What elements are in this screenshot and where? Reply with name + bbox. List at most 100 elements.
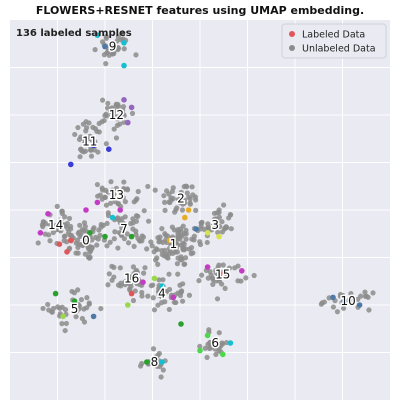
unlabeled-point	[130, 216, 136, 222]
unlabeled-point	[219, 340, 225, 346]
unlabeled-point	[113, 135, 120, 141]
unlabeled-point	[183, 183, 189, 189]
unlabeled-point	[151, 307, 158, 313]
unlabeled-point	[134, 196, 140, 202]
unlabeled-point	[166, 191, 172, 197]
labeled-point	[140, 279, 146, 286]
unlabeled-point	[179, 298, 186, 304]
unlabeled-point	[94, 181, 100, 188]
labeled-point	[71, 298, 78, 305]
unlabeled-point	[121, 187, 127, 193]
labeled-point	[151, 275, 158, 282]
unlabeled-point	[135, 188, 141, 195]
labeled-point	[144, 359, 150, 365]
labeled-point	[356, 302, 363, 308]
labeled-point	[125, 119, 131, 126]
labeled-point	[128, 104, 135, 111]
unlabeled-point	[88, 153, 95, 159]
unlabeled-point	[141, 270, 147, 276]
unlabeled-point	[59, 321, 65, 327]
unlabeled-point	[121, 224, 128, 230]
unlabeled-point	[106, 271, 112, 277]
unlabeled-point	[187, 201, 193, 207]
labeled-point	[193, 226, 199, 232]
unlabeled-point	[150, 346, 157, 352]
unlabeled-point	[115, 245, 121, 251]
unlabeled-point	[131, 243, 137, 249]
labeled-point	[56, 241, 63, 247]
unlabeled-point	[92, 126, 98, 132]
unlabeled-point	[170, 185, 176, 191]
unlabeled-point	[172, 209, 178, 215]
unlabeled-point	[201, 226, 207, 232]
unlabeled-point	[96, 227, 102, 233]
unlabeled-point	[186, 194, 192, 200]
unlabeled-point	[77, 154, 83, 160]
unlabeled-point	[126, 281, 132, 287]
unlabeled-point	[232, 265, 238, 271]
labeled-point	[128, 290, 135, 297]
unlabeled-point	[55, 304, 61, 310]
unlabeled-point	[45, 301, 51, 308]
labeled-samples-count: 136 labeled samples	[16, 28, 132, 39]
labeled-point	[117, 207, 123, 213]
unlabeled-point	[133, 52, 139, 58]
unlabeled-point	[219, 219, 225, 225]
unlabeled-point	[99, 119, 105, 125]
unlabeled-point	[82, 140, 88, 146]
cluster-label: 3	[211, 218, 219, 232]
unlabeled-point	[193, 207, 199, 213]
unlabeled-point	[81, 135, 87, 141]
labeled-point	[106, 146, 112, 152]
unlabeled-point	[111, 109, 117, 115]
unlabeled-point	[179, 207, 186, 213]
labeled-point	[90, 142, 97, 149]
unlabeled-point	[109, 187, 116, 193]
unlabeled-point	[115, 215, 121, 221]
unlabeled-point	[130, 264, 137, 270]
grid-lines	[10, 20, 390, 400]
labeled-point	[121, 97, 127, 103]
unlabeled-point	[133, 213, 140, 219]
cluster-label: 12	[109, 108, 124, 122]
unlabeled-point	[346, 297, 352, 303]
labeled-point	[178, 321, 184, 327]
unlabeled-points	[35, 30, 376, 380]
unlabeled-point	[110, 194, 116, 201]
unlabeled-point	[102, 194, 108, 200]
unlabeled-point	[103, 61, 109, 67]
labeled-point	[220, 351, 226, 358]
unlabeled-point	[94, 242, 100, 248]
labeled-point	[121, 40, 127, 46]
unlabeled-point	[80, 121, 86, 127]
unlabeled-point	[186, 292, 193, 298]
unlabeled-point	[161, 193, 167, 199]
labeled-point	[87, 230, 93, 236]
unlabeled-point	[49, 309, 55, 315]
unlabeled-point	[130, 226, 136, 232]
unlabeled-point	[104, 105, 111, 111]
unlabeled-point	[107, 239, 113, 245]
unlabeled-point	[120, 194, 126, 201]
unlabeled-point	[243, 275, 249, 281]
unlabeled-point	[207, 340, 213, 346]
unlabeled-point	[340, 305, 347, 311]
unlabeled-point	[215, 229, 221, 235]
unlabeled-point	[318, 301, 324, 307]
unlabeled-point	[162, 299, 168, 305]
unlabeled-point	[150, 295, 156, 301]
cluster-label: 10	[341, 294, 356, 308]
unlabeled-point	[97, 192, 103, 198]
unlabeled-point	[84, 295, 90, 301]
unlabeled-point	[160, 277, 166, 283]
unlabeled-point	[127, 286, 133, 292]
unlabeled-point	[226, 265, 233, 271]
unlabeled-point	[182, 261, 188, 267]
unlabeled-point	[216, 207, 222, 213]
unlabeled-point	[178, 226, 184, 232]
cluster-label: 7	[120, 222, 128, 236]
unlabeled-point	[172, 236, 178, 242]
unlabeled-point	[92, 47, 98, 53]
unlabeled-point	[95, 236, 101, 242]
unlabeled-point	[177, 282, 183, 288]
